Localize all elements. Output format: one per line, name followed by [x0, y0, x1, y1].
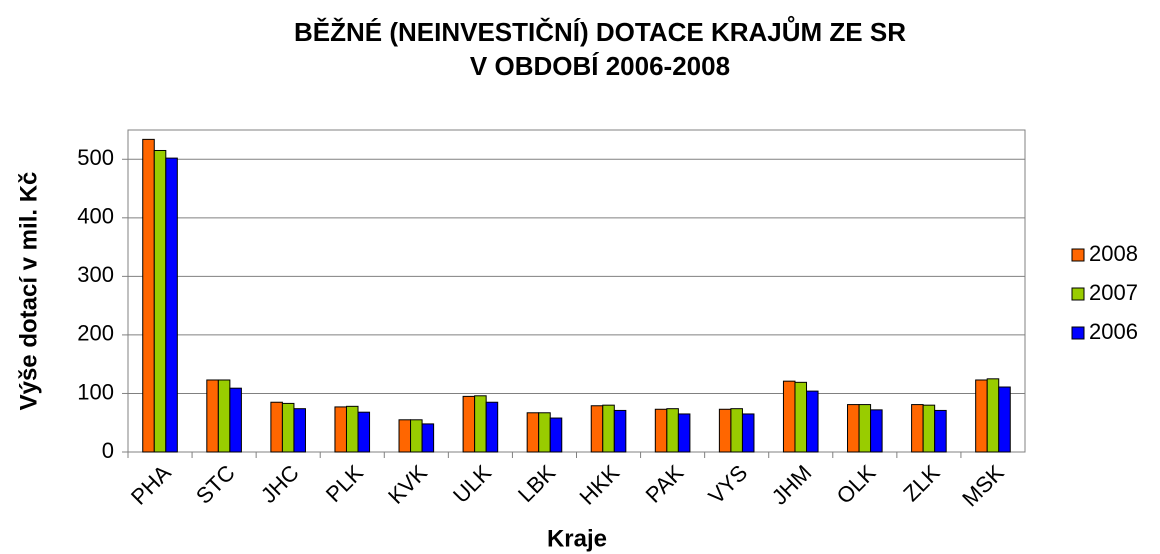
legend-swatch [1071, 326, 1085, 340]
bar [741, 413, 755, 453]
bar [293, 408, 306, 453]
bar [782, 380, 796, 453]
bar [549, 417, 563, 453]
bar [677, 413, 691, 453]
x-tick-label: STC [191, 460, 240, 509]
x-tick-label: KVK [383, 460, 432, 509]
bar [485, 401, 499, 453]
bar [730, 408, 743, 453]
bar [398, 419, 412, 453]
x-tick-label: ZLK [898, 460, 944, 506]
x-tick-label: PAK [641, 460, 689, 508]
legend-swatch [1071, 248, 1085, 262]
x-tick-label: MSK [957, 460, 1009, 512]
x-tick-label: PHA [126, 460, 176, 510]
bar [410, 419, 423, 453]
bar [922, 404, 936, 453]
x-tick-label: JHM [767, 460, 817, 510]
bar [345, 405, 359, 453]
bar [613, 409, 627, 453]
bar [217, 379, 231, 453]
bar [858, 404, 872, 453]
plot-area [127, 129, 1026, 453]
bar [975, 379, 988, 453]
x-tick-label: JHC [256, 460, 304, 508]
x-axis-title: Kraje [547, 525, 607, 552]
legend-label: 2008 [1089, 241, 1138, 266]
x-tick-label: PLK [321, 460, 368, 507]
bar [229, 387, 242, 453]
bar [421, 423, 435, 453]
bar [334, 406, 347, 453]
bar [911, 404, 924, 453]
bar [998, 386, 1011, 453]
bar [590, 405, 604, 453]
y-axis-title: Výše dotací v mil. Kč [15, 172, 42, 411]
x-tick-label: ULK [448, 460, 496, 508]
bar [474, 395, 487, 453]
y-tick-label: 200 [77, 321, 114, 346]
y-tick-label: 0 [102, 438, 114, 463]
bar [281, 402, 295, 453]
x-tick-label: LBK [513, 460, 560, 507]
y-tick-label: 300 [77, 262, 114, 287]
bar [666, 408, 679, 453]
bar [986, 378, 1000, 453]
chart-title: BĚŽNÉ (NEINVESTIČNÍ) DOTACE KRAJŮM ZE SR [294, 15, 906, 47]
legend-swatch [1071, 287, 1085, 301]
bar [142, 138, 155, 453]
bar [526, 412, 540, 453]
bar [165, 157, 178, 453]
bar [270, 401, 283, 453]
bar [538, 412, 551, 453]
y-tick-label: 400 [77, 204, 114, 229]
bar [206, 379, 219, 453]
bar [462, 395, 476, 453]
bar [718, 408, 732, 453]
legend-label: 2006 [1089, 319, 1138, 344]
chart-title: V OBDOBÍ 2006-2008 [470, 51, 730, 81]
x-tick-label: OLK [832, 460, 881, 509]
bar [357, 411, 371, 453]
bar [602, 404, 615, 453]
bar [847, 404, 860, 453]
x-tick-label: VYS [704, 460, 753, 509]
bar [806, 390, 819, 453]
bar [654, 408, 668, 453]
bar [794, 381, 808, 453]
bar [870, 409, 883, 453]
bar [153, 149, 167, 453]
bar [934, 409, 947, 453]
y-tick-label: 100 [77, 379, 114, 404]
legend-label: 2007 [1089, 280, 1138, 305]
x-tick-label: HKK [575, 460, 625, 510]
y-tick-label: 500 [77, 145, 114, 170]
